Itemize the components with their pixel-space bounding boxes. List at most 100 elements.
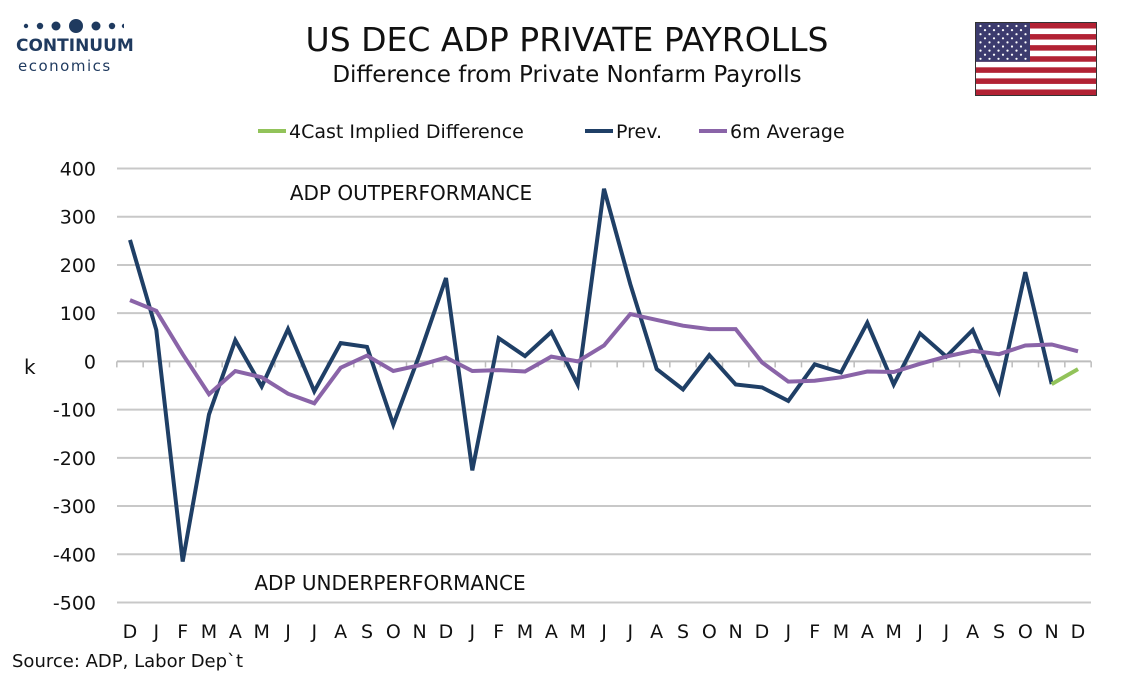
x-tick-label: J bbox=[469, 621, 476, 643]
x-tick-label: S bbox=[677, 621, 689, 643]
flag-stripe bbox=[976, 89, 1096, 95]
flag-star bbox=[1019, 53, 1023, 56]
flag-star bbox=[1010, 29, 1014, 32]
chart-title: US DEC ADP PRIVATE PAYROLLS bbox=[305, 20, 829, 59]
flag-star bbox=[1024, 33, 1027, 36]
flag-stripe bbox=[976, 34, 1096, 40]
flag-stripe bbox=[976, 61, 1096, 68]
flag-star bbox=[1010, 53, 1014, 56]
x-tick-label: J bbox=[600, 621, 607, 643]
flag-stripe bbox=[976, 83, 1096, 90]
flag-stripe bbox=[976, 72, 1096, 79]
x-tick-label: M bbox=[201, 621, 217, 643]
x-tick-label: O bbox=[386, 621, 401, 643]
flag-star bbox=[992, 37, 996, 40]
x-tick-label: N bbox=[1045, 621, 1059, 643]
flag-stripe bbox=[976, 56, 1096, 62]
x-tick-label: D bbox=[123, 621, 138, 643]
flag-star bbox=[1001, 29, 1005, 32]
x-tick-label: S bbox=[361, 621, 373, 643]
flag-star bbox=[1024, 49, 1027, 52]
annotation-outperformance: ADP OUTPERFORMANCE bbox=[290, 181, 532, 205]
flag-star bbox=[1006, 41, 1009, 44]
x-tick-label: M bbox=[253, 621, 269, 643]
flag-star bbox=[1006, 24, 1009, 28]
x-tick-label: M bbox=[885, 621, 901, 643]
flag-stripe bbox=[976, 50, 1096, 57]
flag-star bbox=[1010, 45, 1014, 48]
flag-star bbox=[979, 41, 982, 44]
flag-star bbox=[1015, 24, 1018, 28]
logo-dots bbox=[14, 14, 134, 36]
y-tick-label: -200 bbox=[53, 448, 96, 470]
flag-star bbox=[1006, 57, 1009, 60]
x-tick-label: D bbox=[1071, 621, 1086, 643]
y-tick-label: -500 bbox=[53, 593, 96, 615]
flag-star bbox=[988, 57, 991, 60]
flag-star bbox=[1024, 57, 1027, 60]
logo-line1: CONTINUUM bbox=[16, 36, 134, 56]
flag-star bbox=[1015, 41, 1018, 44]
x-tick-label: O bbox=[1018, 621, 1033, 643]
flag-stripe bbox=[976, 23, 1096, 29]
x-tick-label: J bbox=[627, 621, 634, 643]
chart-subtitle: Difference from Private Nonfarm Payrolls bbox=[332, 62, 802, 88]
x-tick-label: D bbox=[439, 621, 454, 643]
x-tick-label: D bbox=[755, 621, 770, 643]
y-tick-label: -100 bbox=[53, 400, 96, 422]
flag-star bbox=[979, 49, 982, 52]
flag-star bbox=[1010, 37, 1014, 40]
y-tick-label: 400 bbox=[60, 159, 96, 181]
flag-star bbox=[992, 29, 996, 32]
x-tick-label: N bbox=[413, 621, 427, 643]
x-tick-label: J bbox=[284, 621, 291, 643]
flag-star bbox=[1001, 45, 1005, 48]
flag-star bbox=[1019, 45, 1023, 48]
x-tick-label: N bbox=[729, 621, 743, 643]
x-tick-label: A bbox=[861, 621, 874, 643]
flag-star bbox=[1001, 37, 1005, 40]
flag-stripe bbox=[976, 28, 1096, 35]
x-tick-label: A bbox=[229, 621, 242, 643]
flag-stripe bbox=[976, 78, 1096, 85]
logo: CONTINUUM economics bbox=[14, 14, 134, 75]
flag-stripe bbox=[976, 45, 1096, 51]
x-tick-label: J bbox=[943, 621, 950, 643]
flag-star bbox=[983, 29, 987, 32]
flag-star bbox=[1019, 29, 1023, 32]
y-tick-label: -300 bbox=[53, 496, 96, 518]
x-tick-label: M bbox=[833, 621, 849, 643]
flag-star bbox=[992, 45, 996, 48]
legend-item-prev-label: Prev. bbox=[616, 121, 662, 143]
annotation-underperformance: ADP UNDERPERFORMANCE bbox=[254, 571, 525, 595]
flag-star bbox=[988, 24, 991, 28]
flag-star bbox=[997, 33, 1000, 36]
x-tick-label: J bbox=[916, 621, 923, 643]
x-tick-label: A bbox=[650, 621, 663, 643]
y-tick-label: 200 bbox=[60, 255, 96, 277]
flag-star bbox=[988, 33, 991, 36]
flag-star bbox=[1006, 33, 1009, 36]
flag-star bbox=[997, 49, 1000, 52]
flag-stripe bbox=[976, 67, 1096, 74]
y-tick-label: 100 bbox=[60, 303, 96, 325]
flag-star bbox=[1006, 49, 1009, 52]
flag-star bbox=[1001, 53, 1005, 56]
flag-star bbox=[983, 37, 987, 40]
x-tick-label: A bbox=[334, 621, 347, 643]
flag-star bbox=[1024, 41, 1027, 44]
flag-star bbox=[992, 53, 996, 56]
series-line-4cast-implied bbox=[1050, 367, 1079, 386]
x-tick-label: M bbox=[569, 621, 585, 643]
source-note: Source: ADP, Labor Dep`t bbox=[12, 651, 244, 672]
logo-line2: economics bbox=[18, 57, 112, 75]
x-tick-label: M bbox=[517, 621, 533, 643]
flag-star bbox=[979, 57, 982, 60]
flag-star bbox=[988, 41, 991, 44]
flag-star bbox=[983, 45, 987, 48]
flag-star bbox=[979, 33, 982, 36]
flag-star bbox=[1015, 49, 1018, 52]
flag-star bbox=[983, 53, 987, 56]
flag-star bbox=[1015, 57, 1018, 60]
